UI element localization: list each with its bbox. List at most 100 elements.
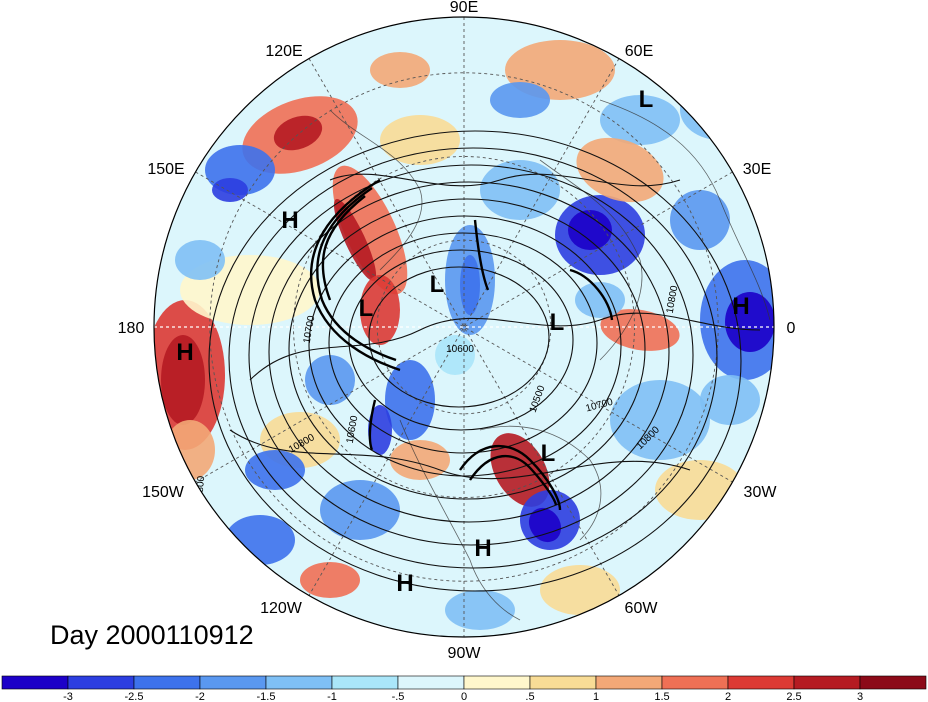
meridian-line [195,171,733,483]
colorbar-tick-label: -2 [195,691,205,702]
low-center-marker: L [430,271,445,298]
anomaly-patch [385,360,435,440]
height-contour [288,198,646,500]
colorbar-swatch [859,675,927,690]
lon-label-0: 0 [787,320,796,337]
anomaly-patch [490,433,550,507]
lon-label-60e: 60E [625,43,653,60]
colorbar-tick-label: -3 [63,691,73,702]
colorbar-tick-label: -2.5 [125,691,144,702]
anomaly-patch [390,440,450,480]
height-contour [229,429,691,480]
height-contour [329,173,681,187]
pressure-centers: L H H L L L H L H H [176,86,749,597]
colorbar-swatch [529,675,597,690]
colorbar-swatch [397,675,465,690]
lon-label-120w: 120W [260,600,303,617]
lon-label-30e: 30E [743,161,771,178]
height-contour [268,181,670,523]
anomaly-patch [600,309,680,351]
jet-contour [309,178,401,372]
anomaly-patch [305,355,355,405]
contour-label: 10600 [446,344,474,355]
jet-contour [316,187,397,362]
height-contour [348,249,574,431]
height-contour [328,232,598,454]
lon-label-150w: 150W [142,484,185,501]
colorbar-swatch [595,675,663,690]
anomaly-patch [225,515,295,565]
colorbar-tick-label: 2 [725,691,731,702]
colorbar-tick-label: -1.5 [257,691,276,702]
anomaly-patch [575,282,625,318]
low-center-marker: L [541,440,556,467]
anomaly-patch [435,335,475,375]
anomaly-patch [700,375,760,425]
lon-label-90e: 90E [450,0,478,16]
contour-label: 10800 [665,284,681,314]
low-center-marker: L [639,86,654,113]
anomaly-patch [460,255,480,315]
colorbar-swatch [133,675,201,690]
colorbar-tick-label: .5 [525,691,534,702]
anomaly-patch [490,82,550,118]
contour-label: 10600 [345,414,361,444]
lon-label-120e: 120E [265,43,302,60]
longitude-labels: 90E 60E 30E 0 30W 60W 90W 120W 150W 180 … [118,0,796,662]
meridian-line [308,58,620,596]
colorbar-tick-label: 1 [593,691,599,702]
colorbar-tick-label: 1.5 [654,691,669,702]
colorbar-swatch [463,675,531,690]
anomaly-patch [175,240,225,280]
colorbar-swatch [1,675,69,690]
anomaly-patch [568,210,612,250]
anomaly-patch [680,80,760,140]
anomaly-patch [670,190,730,250]
colorbar-tick-label: 2.5 [786,691,801,702]
height-contour [248,164,694,546]
anomaly-patch [161,335,205,425]
jet-contours [309,178,614,511]
colorbar-swatch [331,675,399,690]
height-contour [308,215,622,477]
day-label: Day 2000110912 [50,620,254,650]
coastline [599,99,771,321]
anomaly-patch [540,565,620,615]
anomaly-patch [610,380,710,460]
coastline [479,425,602,541]
anomaly-patch [370,52,430,88]
colorbar-tick-label: -1 [327,691,337,702]
anomaly-patch [245,450,305,490]
anomaly-patch [480,160,560,220]
lon-label-60w: 60W [625,600,659,617]
low-center-marker: L [359,295,374,322]
jet-contour [321,195,366,301]
colorbar-swatch [199,675,267,690]
coastline [329,109,423,271]
jet-contour [473,219,490,291]
colorbar-tick-label: 3 [857,691,863,702]
colorbar-tick-label: -.5 [392,691,405,702]
high-center-marker: H [176,339,193,366]
height-contour [228,147,718,569]
colorbar-swatch [727,675,795,690]
lon-label-180: 180 [118,320,145,337]
colorbar-swatch [67,675,135,690]
high-center-marker: H [396,570,413,597]
low-center-marker: L [550,309,565,336]
anomaly-patch [380,115,460,165]
colorbar-swatch [661,675,729,690]
jet-contour [569,268,614,321]
jet-contour [459,445,562,511]
coastline [539,159,643,361]
anomaly-patch [332,165,408,295]
jet-contour [469,455,558,506]
height-contours [208,130,761,592]
lon-label-30w: 30W [744,484,778,501]
anomaly-patch [212,178,248,202]
coastline [399,419,521,621]
anomaly-patch [320,480,400,540]
colorbar: -3 -2.5 -2 -1.5 -1 -.5 0 .5 1 1.5 2 2.5 3 [1,675,927,702]
